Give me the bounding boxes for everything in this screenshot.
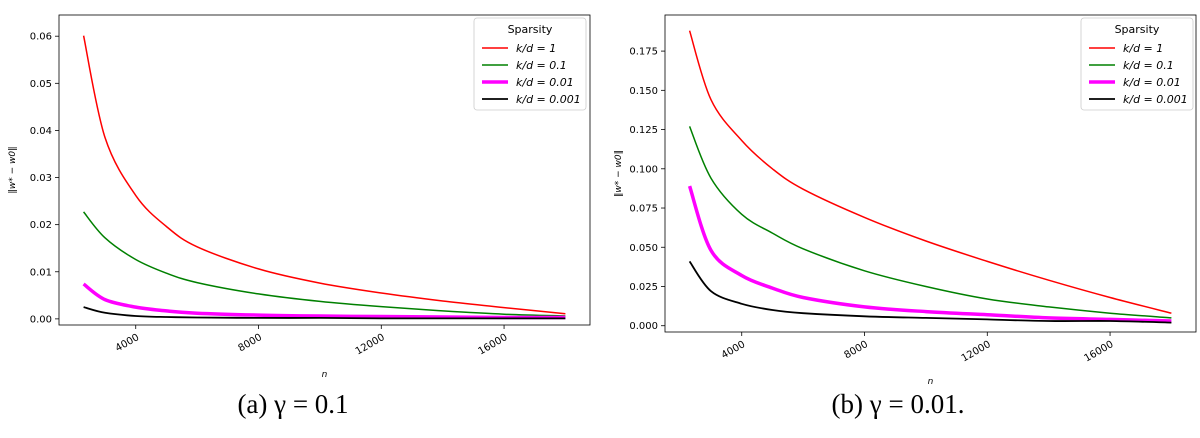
a-legend-label: k/d = 0.1 bbox=[516, 59, 567, 72]
a-xtick-label: 12000 bbox=[354, 332, 387, 357]
a-ytick-label: 0.03 bbox=[30, 173, 52, 184]
b-legend-label: k/d = 0.001 bbox=[1123, 93, 1188, 106]
a-ytick-label: 0.01 bbox=[30, 267, 52, 278]
b-ytick-label: 0.100 bbox=[629, 164, 658, 175]
b-legend-label: k/d = 0.1 bbox=[1123, 59, 1174, 72]
a-ytick-label: 0.06 bbox=[30, 32, 52, 43]
a-y-axis-label: ‖w* − w0‖ bbox=[8, 146, 18, 193]
a-plot-frame bbox=[58, 14, 591, 326]
a-legend: Sparsity k/d = 1 k/d = 0.1 k/d = 0.01 k/d = … bbox=[473, 17, 587, 111]
b-xtick-label: 12000 bbox=[960, 339, 993, 364]
a-series-line-1 bbox=[82, 35, 566, 315]
a-legend-label: k/d = 0.001 bbox=[516, 93, 581, 106]
b-xtick-label: 16000 bbox=[1083, 339, 1116, 364]
b-series-line-2 bbox=[688, 126, 1172, 319]
b-xtick-label: 8000 bbox=[842, 339, 870, 361]
b-ytick-label: 0.125 bbox=[629, 125, 658, 136]
a-ytick-label: 0.04 bbox=[30, 126, 52, 137]
b-series-line-4 bbox=[688, 260, 1172, 324]
b-x-axis-label: n bbox=[928, 377, 934, 387]
a-ytick-label: 0.02 bbox=[30, 220, 52, 231]
caption-a: (a) γ = 0.1 bbox=[237, 389, 348, 419]
b-ytick-label: 0.000 bbox=[629, 321, 658, 332]
b-ytick-label: 0.075 bbox=[629, 204, 658, 215]
a-ytick-label: 0.00 bbox=[30, 314, 52, 325]
b-legend-label: k/d = 1 bbox=[1123, 42, 1163, 55]
b-legend-label: k/d = 0.01 bbox=[1123, 76, 1181, 89]
b-series-line-1 bbox=[688, 30, 1172, 314]
a-series-line-4 bbox=[83, 306, 566, 320]
b-ytick-label: 0.175 bbox=[629, 47, 658, 58]
a-xtick-label: 16000 bbox=[477, 332, 510, 357]
b-legend: Sparsity k/d = 1 k/d = 0.1 k/d = 0.01 k/d = … bbox=[1080, 17, 1194, 111]
a-x-axis-label: n bbox=[322, 370, 328, 380]
b-plot-frame bbox=[664, 14, 1197, 333]
a-xtick-label: 4000 bbox=[114, 332, 142, 354]
a-legend-label: k/d = 0.01 bbox=[516, 76, 574, 89]
b-legend-title: Sparsity bbox=[1115, 23, 1160, 36]
a-xtick-label: 8000 bbox=[236, 332, 264, 354]
b-xtick-label: 4000 bbox=[720, 339, 748, 361]
a-series-line-3 bbox=[82, 282, 566, 320]
b-ytick-label: 0.025 bbox=[629, 282, 658, 293]
a-ytick-label: 0.05 bbox=[30, 79, 52, 90]
a-series-line-2 bbox=[83, 211, 566, 317]
caption-b: (b) γ = 0.01. bbox=[832, 389, 965, 419]
b-ytick-label: 0.050 bbox=[629, 243, 658, 254]
a-legend-label: k/d = 1 bbox=[516, 42, 556, 55]
a-legend-title: Sparsity bbox=[508, 23, 553, 36]
b-legend-box bbox=[1080, 17, 1194, 111]
a-legend-box bbox=[473, 17, 587, 111]
chart-b: 0.000 0.025 0.050 0.075 0.100 0.125 0.150 0.175… bbox=[614, 14, 1197, 387]
b-y-axis-label: ‖w* − w0‖ bbox=[614, 150, 624, 197]
b-series-line-3 bbox=[687, 185, 1172, 323]
b-ytick-label: 0.150 bbox=[629, 86, 658, 97]
chart-a: 0.00 0.01 0.02 0.03 0.04 0.05 0.06 4000 8000 1200… bbox=[8, 14, 591, 380]
